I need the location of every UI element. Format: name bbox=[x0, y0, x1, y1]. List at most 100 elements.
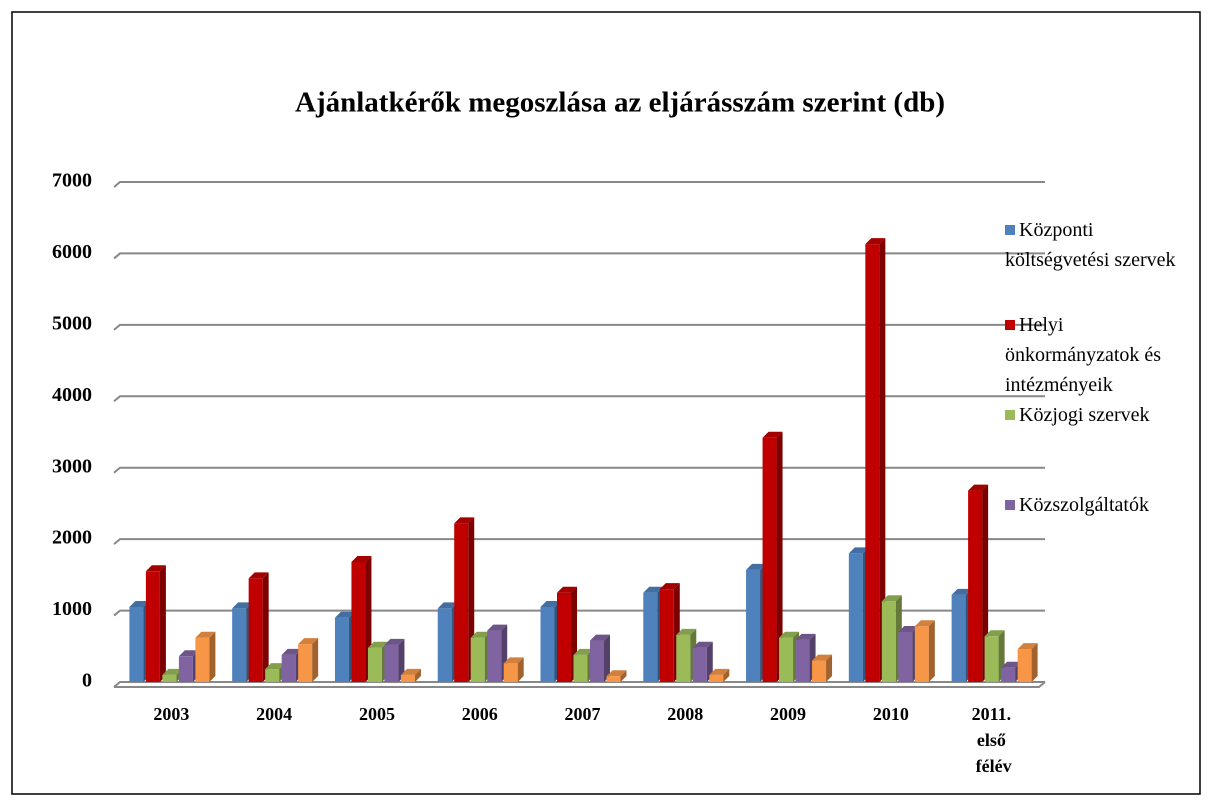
x-tick-label: 2008 bbox=[667, 704, 703, 724]
chart-title: Ajánlatkérők megoszlása az eljárásszám s… bbox=[295, 87, 945, 119]
bar-side bbox=[826, 654, 833, 682]
bar-front bbox=[232, 608, 247, 682]
bar-front bbox=[470, 637, 485, 682]
bar-front bbox=[281, 654, 296, 682]
bar-side bbox=[879, 238, 886, 682]
y-tick-label: 2000 bbox=[52, 527, 92, 549]
bar-front bbox=[503, 663, 518, 682]
bar-top bbox=[1017, 643, 1038, 650]
bar bbox=[248, 572, 269, 682]
bar-top bbox=[265, 663, 286, 670]
bar bbox=[384, 638, 405, 682]
bar-top bbox=[437, 602, 458, 609]
bar bbox=[1017, 643, 1038, 682]
bar-front bbox=[162, 674, 177, 682]
bar-front bbox=[351, 562, 366, 682]
bar-top bbox=[676, 628, 697, 635]
grid-line bbox=[113, 181, 1045, 188]
bar-top bbox=[195, 631, 216, 638]
bar-front bbox=[367, 647, 382, 682]
grid-line bbox=[113, 609, 1045, 617]
bar-side bbox=[262, 572, 269, 682]
bar-top bbox=[487, 624, 508, 631]
bar-front bbox=[265, 669, 280, 682]
bar-top bbox=[400, 668, 421, 675]
bar-top bbox=[557, 586, 577, 593]
bar-top bbox=[232, 602, 253, 609]
y-tick-label: 1000 bbox=[52, 598, 92, 620]
bar-top bbox=[951, 588, 972, 595]
grid-line bbox=[113, 252, 1045, 260]
legend-label: Helyi önkormányzatok és intézményeik bbox=[1005, 314, 1162, 396]
y-tick-label: 5000 bbox=[52, 312, 92, 334]
bar-front bbox=[643, 592, 658, 682]
x-tick-label: 2006 bbox=[462, 704, 498, 724]
bar-top bbox=[298, 638, 319, 645]
bar-front bbox=[590, 640, 604, 682]
legend-entry: Közjogi szervek bbox=[1005, 400, 1200, 430]
bar-front bbox=[676, 634, 691, 682]
x-tick-label: 2011. első félév bbox=[972, 704, 1016, 776]
grid-line bbox=[113, 466, 1045, 474]
y-tick-label: 7000 bbox=[52, 170, 92, 192]
bar-front bbox=[334, 617, 349, 682]
bar-front bbox=[1001, 667, 1016, 682]
bar-front bbox=[178, 656, 193, 682]
bar-front bbox=[881, 601, 896, 682]
grid-line bbox=[113, 538, 1045, 545]
bar-front bbox=[195, 637, 210, 682]
bar-side bbox=[982, 484, 989, 682]
grid-line bbox=[113, 323, 1045, 331]
grid-line bbox=[113, 681, 1045, 688]
bar-top bbox=[454, 517, 475, 524]
y-tick-label: 4000 bbox=[52, 384, 92, 406]
bar-front bbox=[384, 644, 399, 682]
bar-top bbox=[162, 668, 183, 675]
legend-swatch bbox=[1005, 320, 1015, 330]
bar-front bbox=[779, 637, 794, 682]
bar-top bbox=[812, 654, 833, 661]
bar-side bbox=[414, 668, 421, 682]
y-tick-label: 6000 bbox=[52, 241, 92, 263]
bar-front bbox=[248, 578, 263, 682]
bar-side bbox=[620, 670, 627, 682]
bar-side bbox=[776, 431, 783, 682]
legend-swatch bbox=[1005, 410, 1015, 420]
bar-front bbox=[606, 676, 621, 682]
bar bbox=[503, 657, 524, 682]
bar-top bbox=[129, 601, 150, 607]
bar-top bbox=[573, 648, 594, 655]
bar-front bbox=[709, 674, 724, 682]
bar-front bbox=[129, 607, 144, 682]
bar-top bbox=[659, 583, 680, 590]
bar bbox=[968, 484, 989, 682]
bar-top bbox=[692, 641, 713, 648]
bar-top bbox=[898, 626, 919, 632]
bar-top bbox=[145, 565, 166, 572]
bar bbox=[400, 668, 421, 682]
bar-front bbox=[848, 553, 863, 682]
bar-front bbox=[1017, 649, 1032, 682]
bar-front bbox=[298, 644, 313, 682]
legend-entry: Helyi önkormányzatok és intézményeik bbox=[1005, 310, 1200, 400]
bar-top bbox=[914, 620, 935, 627]
bar-top bbox=[709, 668, 730, 675]
bar bbox=[762, 431, 783, 682]
bar-top bbox=[384, 638, 405, 645]
bar-side bbox=[723, 668, 730, 682]
bar bbox=[914, 620, 935, 682]
bar-front bbox=[145, 571, 160, 682]
bar-front bbox=[951, 594, 966, 682]
bar-top bbox=[470, 631, 491, 638]
x-tick-label: 2005 bbox=[359, 704, 395, 724]
bar-top bbox=[248, 572, 269, 579]
bar-top bbox=[334, 611, 355, 618]
bar-top bbox=[795, 633, 816, 640]
bar bbox=[145, 565, 166, 682]
bar-front bbox=[487, 630, 502, 682]
bar bbox=[865, 238, 886, 682]
x-tick-label: 2004 bbox=[256, 704, 292, 724]
bar-front bbox=[746, 569, 761, 682]
